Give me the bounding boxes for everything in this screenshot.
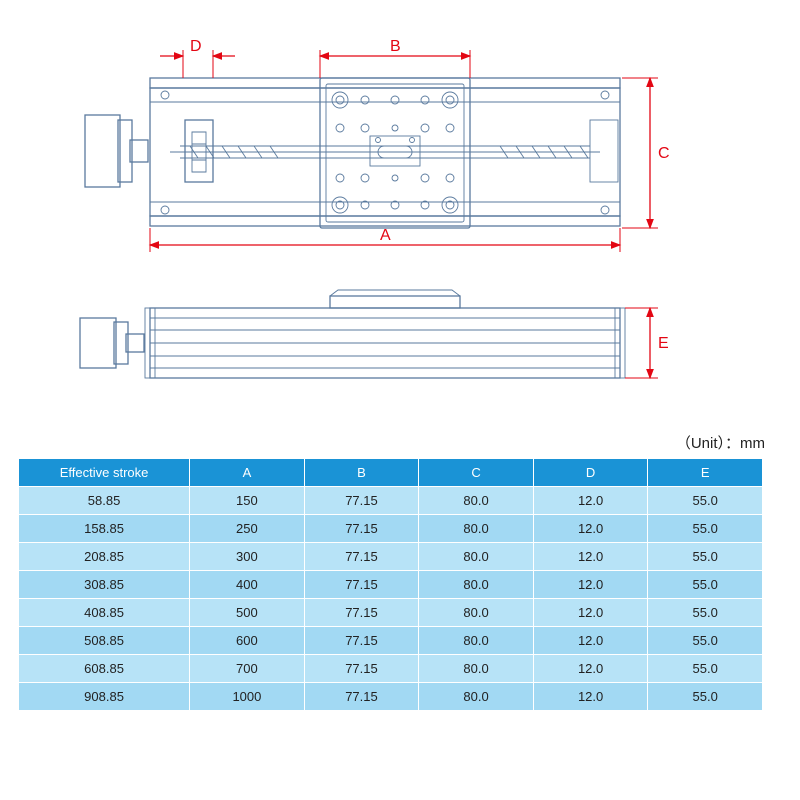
dim-D-label: D	[190, 38, 202, 55]
table-cell: 12.0	[533, 683, 648, 711]
table-cell: 58.85	[19, 487, 190, 515]
table-row: 508.8560077.1580.012.055.0	[19, 627, 763, 655]
table-cell: 12.0	[533, 627, 648, 655]
table-cell: 80.0	[419, 627, 534, 655]
dimension-table: Effective strokeABCDE 58.8515077.1580.01…	[18, 458, 763, 711]
table-cell: 77.15	[304, 487, 419, 515]
table-cell: 12.0	[533, 543, 648, 571]
table-cell: 608.85	[19, 655, 190, 683]
table-cell: 408.85	[19, 599, 190, 627]
table-row: 308.8540077.1580.012.055.0	[19, 571, 763, 599]
table-cell: 55.0	[648, 683, 763, 711]
col-header: A	[190, 459, 305, 487]
col-header: C	[419, 459, 534, 487]
table-cell: 12.0	[533, 571, 648, 599]
table-cell: 80.0	[419, 543, 534, 571]
table-cell: 77.15	[304, 571, 419, 599]
table-cell: 77.15	[304, 599, 419, 627]
table-cell: 700	[190, 655, 305, 683]
technical-drawing: D B A C E	[30, 20, 770, 420]
table-row: 58.8515077.1580.012.055.0	[19, 487, 763, 515]
col-header: Effective stroke	[19, 459, 190, 487]
table-cell: 300	[190, 543, 305, 571]
table-cell: 55.0	[648, 515, 763, 543]
table-cell: 77.15	[304, 543, 419, 571]
table-cell: 77.15	[304, 627, 419, 655]
table-cell: 12.0	[533, 655, 648, 683]
table-cell: 80.0	[419, 515, 534, 543]
dim-A-label: A	[380, 227, 391, 244]
table-cell: 600	[190, 627, 305, 655]
dim-C-label: C	[658, 145, 670, 162]
table-cell: 158.85	[19, 515, 190, 543]
table-cell: 908.85	[19, 683, 190, 711]
table-cell: 77.15	[304, 515, 419, 543]
table-cell: 500	[190, 599, 305, 627]
unit-label: （Unit）：mm	[676, 432, 765, 453]
table-cell: 77.15	[304, 683, 419, 711]
table-cell: 1000	[190, 683, 305, 711]
table-cell: 55.0	[648, 655, 763, 683]
table-cell: 55.0	[648, 487, 763, 515]
table-cell: 12.0	[533, 515, 648, 543]
table-cell: 508.85	[19, 627, 190, 655]
table-cell: 55.0	[648, 599, 763, 627]
table-cell: 208.85	[19, 543, 190, 571]
table-row: 408.8550077.1580.012.055.0	[19, 599, 763, 627]
table-cell: 400	[190, 571, 305, 599]
table-row: 158.8525077.1580.012.055.0	[19, 515, 763, 543]
dim-E-label: E	[658, 335, 669, 352]
col-header: D	[533, 459, 648, 487]
table-cell: 12.0	[533, 599, 648, 627]
table-row: 608.8570077.1580.012.055.0	[19, 655, 763, 683]
table-cell: 55.0	[648, 571, 763, 599]
table-cell: 250	[190, 515, 305, 543]
table-cell: 12.0	[533, 487, 648, 515]
table-cell: 150	[190, 487, 305, 515]
table-cell: 80.0	[419, 655, 534, 683]
dim-B-label: B	[390, 38, 401, 55]
col-header: B	[304, 459, 419, 487]
table-cell: 55.0	[648, 543, 763, 571]
table-cell: 55.0	[648, 627, 763, 655]
table-cell: 80.0	[419, 683, 534, 711]
table-cell: 308.85	[19, 571, 190, 599]
table-cell: 77.15	[304, 655, 419, 683]
table-row: 908.85100077.1580.012.055.0	[19, 683, 763, 711]
table-row: 208.8530077.1580.012.055.0	[19, 543, 763, 571]
table-cell: 80.0	[419, 571, 534, 599]
col-header: E	[648, 459, 763, 487]
table-cell: 80.0	[419, 599, 534, 627]
table-cell: 80.0	[419, 487, 534, 515]
